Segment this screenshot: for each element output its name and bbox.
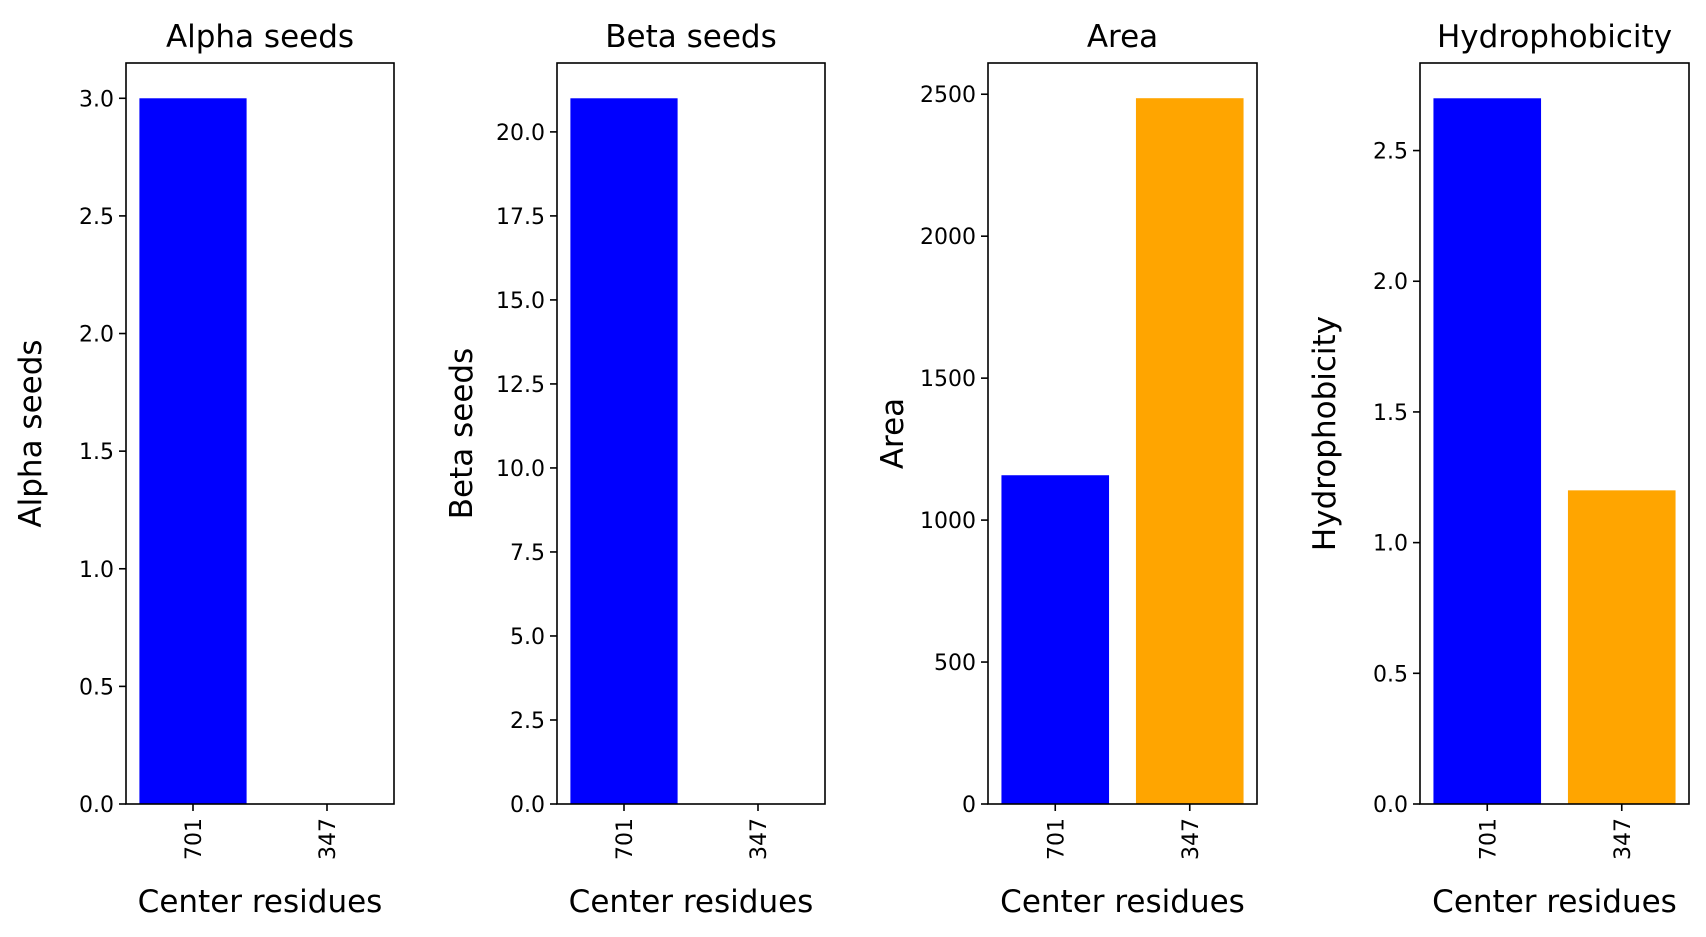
y-tick-label: 20.0 (496, 121, 545, 146)
chart-panel-beta-seeds: Beta seeds Beta seeds Center residues 0.… (444, 19, 826, 920)
y-tick-label: 1000 (920, 509, 976, 534)
x-axis-label: Center residues (1432, 884, 1677, 920)
chart-panel-area: Area Area Center residues 0 500 1000 1500 20… (875, 19, 1258, 920)
y-tick-label: 15.0 (496, 289, 545, 314)
chart-panel-hydrophobicity: Hydrophobicity Hydrophobicity Center res… (1307, 19, 1690, 920)
y-tick-label: 5.0 (510, 625, 545, 650)
y-tick-label: 2.5 (79, 205, 114, 230)
x-axis-label: Center residues (138, 884, 383, 920)
y-tick-label: 0 (962, 793, 976, 818)
y-tick-label: 17.5 (496, 205, 545, 230)
y-tick-label: 0.5 (79, 675, 114, 700)
bar-701 (1001, 475, 1110, 804)
y-tick-label: 7.5 (510, 541, 545, 566)
y-tick-label: 2.5 (510, 709, 545, 734)
bar-347 (1135, 98, 1244, 805)
axes-frame (1419, 62, 1690, 805)
y-tick-label: 0.0 (1373, 793, 1408, 818)
y-axis-label: Alpha seeds (13, 339, 49, 527)
bar-701 (570, 98, 678, 805)
y-tick-label: 3.0 (79, 87, 114, 112)
chart-title: Alpha seeds (166, 19, 354, 55)
y-tick-label: 2500 (920, 83, 976, 108)
y-tick-label: 2.0 (79, 323, 114, 348)
bar-701 (1433, 98, 1542, 805)
y-tick-label: 500 (934, 651, 976, 676)
x-axis-label: Center residues (569, 884, 814, 920)
y-tick-label: 0.5 (1373, 662, 1408, 687)
y-tick-label: 12.5 (496, 373, 545, 398)
y-tick-label: 0.0 (79, 793, 114, 818)
y-tick-label: 1.5 (1373, 401, 1408, 426)
y-tick-label: 1.0 (79, 558, 114, 583)
bar-347 (1567, 490, 1676, 804)
y-tick-label: 2000 (920, 225, 976, 250)
x-axis-label: Center residues (1000, 884, 1245, 920)
y-axis-label: Hydrophobicity (1307, 316, 1343, 551)
y-tick-label: 2.0 (1373, 270, 1408, 295)
y-axis-label: Area (875, 398, 911, 469)
y-tick-label: 2.5 (1373, 140, 1408, 165)
chart-panel-alpha-seeds: Alpha seeds Alpha seeds Center residues … (13, 19, 395, 920)
x-tick-label: 701 (1044, 818, 1069, 860)
x-tick-label: 701 (613, 818, 638, 860)
x-tick-label: 347 (1179, 818, 1204, 860)
y-tick-label: 1.0 (1373, 532, 1408, 557)
y-tick-label: 10.0 (496, 457, 545, 482)
bar-701 (139, 98, 247, 805)
x-tick-label: 701 (1476, 818, 1501, 860)
axes-frame (987, 62, 1258, 805)
axes-frame (556, 62, 826, 805)
chart-title: Beta seeds (605, 19, 776, 55)
x-tick-label: 347 (316, 818, 341, 860)
y-tick-label: 1.5 (79, 440, 114, 465)
x-tick-label: 347 (747, 818, 772, 860)
y-tick-label: 1500 (920, 367, 976, 392)
y-axis-label: Beta seeds (444, 348, 480, 519)
x-tick-label: 347 (1611, 818, 1636, 860)
chart-title: Hydrophobicity (1437, 19, 1672, 55)
y-tick-label: 0.0 (510, 793, 545, 818)
axes-frame (125, 62, 395, 805)
x-tick-label: 701 (182, 818, 207, 860)
chart-title: Area (1087, 19, 1158, 55)
